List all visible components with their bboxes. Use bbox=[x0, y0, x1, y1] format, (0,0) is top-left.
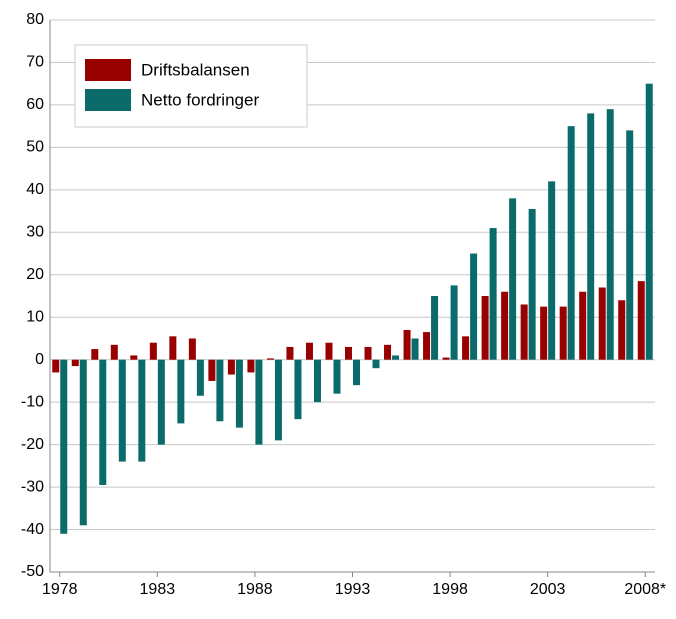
bar bbox=[52, 359, 60, 373]
bar bbox=[645, 83, 653, 360]
y-tick-label: 40 bbox=[26, 181, 44, 198]
bar bbox=[442, 357, 450, 360]
legend: Driftsbalansen Netto fordringer bbox=[74, 44, 308, 128]
y-tick-label: 80 bbox=[26, 11, 44, 28]
bar bbox=[235, 359, 243, 428]
bar bbox=[431, 296, 439, 360]
bar bbox=[227, 359, 235, 375]
bar bbox=[567, 126, 575, 360]
bar bbox=[548, 181, 556, 360]
bar bbox=[294, 359, 302, 420]
bar bbox=[313, 359, 321, 403]
bar bbox=[462, 336, 470, 360]
bar bbox=[138, 359, 146, 462]
bar bbox=[528, 208, 536, 360]
bar bbox=[587, 113, 595, 360]
x-tick-label: 1993 bbox=[335, 581, 371, 598]
y-tick-label: 70 bbox=[26, 54, 44, 71]
bar bbox=[274, 359, 282, 441]
bar bbox=[208, 359, 216, 381]
legend-swatch bbox=[85, 89, 131, 111]
bar bbox=[411, 338, 419, 360]
bar bbox=[157, 359, 165, 445]
bar bbox=[364, 346, 372, 360]
x-tick-label: 2003 bbox=[530, 581, 566, 598]
y-tick-label: -10 bbox=[21, 393, 44, 410]
bar bbox=[286, 346, 294, 360]
bar bbox=[188, 338, 196, 360]
y-tick-label: -50 bbox=[21, 563, 44, 580]
bar bbox=[384, 344, 392, 360]
bar bbox=[60, 359, 68, 534]
bar bbox=[216, 359, 224, 422]
bar bbox=[450, 285, 458, 360]
bar bbox=[149, 342, 157, 360]
bar bbox=[606, 109, 614, 360]
bar bbox=[540, 306, 548, 360]
bar bbox=[345, 346, 352, 360]
bar bbox=[403, 329, 411, 360]
bar bbox=[626, 130, 634, 360]
y-tick-label: 30 bbox=[26, 224, 44, 241]
bar bbox=[520, 304, 528, 360]
bar bbox=[423, 332, 431, 360]
bar bbox=[110, 344, 118, 360]
legend-swatch bbox=[85, 59, 131, 81]
bar bbox=[372, 359, 380, 369]
bar bbox=[618, 300, 626, 360]
bar bbox=[169, 336, 177, 360]
x-tick-label: 1998 bbox=[432, 581, 468, 598]
y-tick-label: 20 bbox=[26, 266, 44, 283]
bar bbox=[79, 359, 87, 526]
x-tick-label: 1988 bbox=[237, 581, 273, 598]
bar bbox=[489, 228, 497, 360]
y-tick-label: 60 bbox=[26, 96, 44, 113]
legend-box bbox=[74, 44, 308, 128]
bar bbox=[71, 359, 79, 367]
bar bbox=[333, 359, 341, 394]
bar bbox=[481, 296, 489, 360]
bar bbox=[177, 359, 185, 424]
bar bbox=[196, 359, 204, 396]
x-tick-label: 1983 bbox=[140, 581, 176, 598]
legend-label: Driftsbalansen bbox=[141, 60, 250, 79]
bar bbox=[470, 253, 478, 360]
y-tick-label: -40 bbox=[21, 521, 44, 538]
bar bbox=[247, 359, 255, 373]
bar bbox=[637, 281, 645, 360]
bar bbox=[130, 355, 138, 360]
bar bbox=[392, 355, 400, 360]
y-tick-label: 50 bbox=[26, 139, 44, 156]
bar bbox=[598, 287, 606, 360]
bar bbox=[501, 291, 509, 360]
bar bbox=[266, 358, 274, 360]
bar bbox=[559, 306, 567, 360]
bar bbox=[325, 342, 333, 360]
bar bbox=[91, 349, 99, 360]
bar bbox=[255, 359, 263, 445]
y-tick-label: 10 bbox=[26, 308, 44, 325]
bar bbox=[509, 198, 517, 360]
y-tick-label: -20 bbox=[21, 436, 44, 453]
bar bbox=[99, 359, 107, 485]
bar bbox=[579, 291, 587, 360]
y-tick-label: -30 bbox=[21, 478, 44, 495]
x-tick-label: 2008* bbox=[624, 581, 666, 598]
y-tick-label: 0 bbox=[35, 351, 44, 368]
x-tick-label: 1978 bbox=[42, 581, 78, 598]
bar bbox=[305, 342, 313, 360]
bar bbox=[118, 359, 126, 462]
legend-label: Netto fordringer bbox=[141, 90, 259, 109]
bar bbox=[353, 359, 360, 386]
